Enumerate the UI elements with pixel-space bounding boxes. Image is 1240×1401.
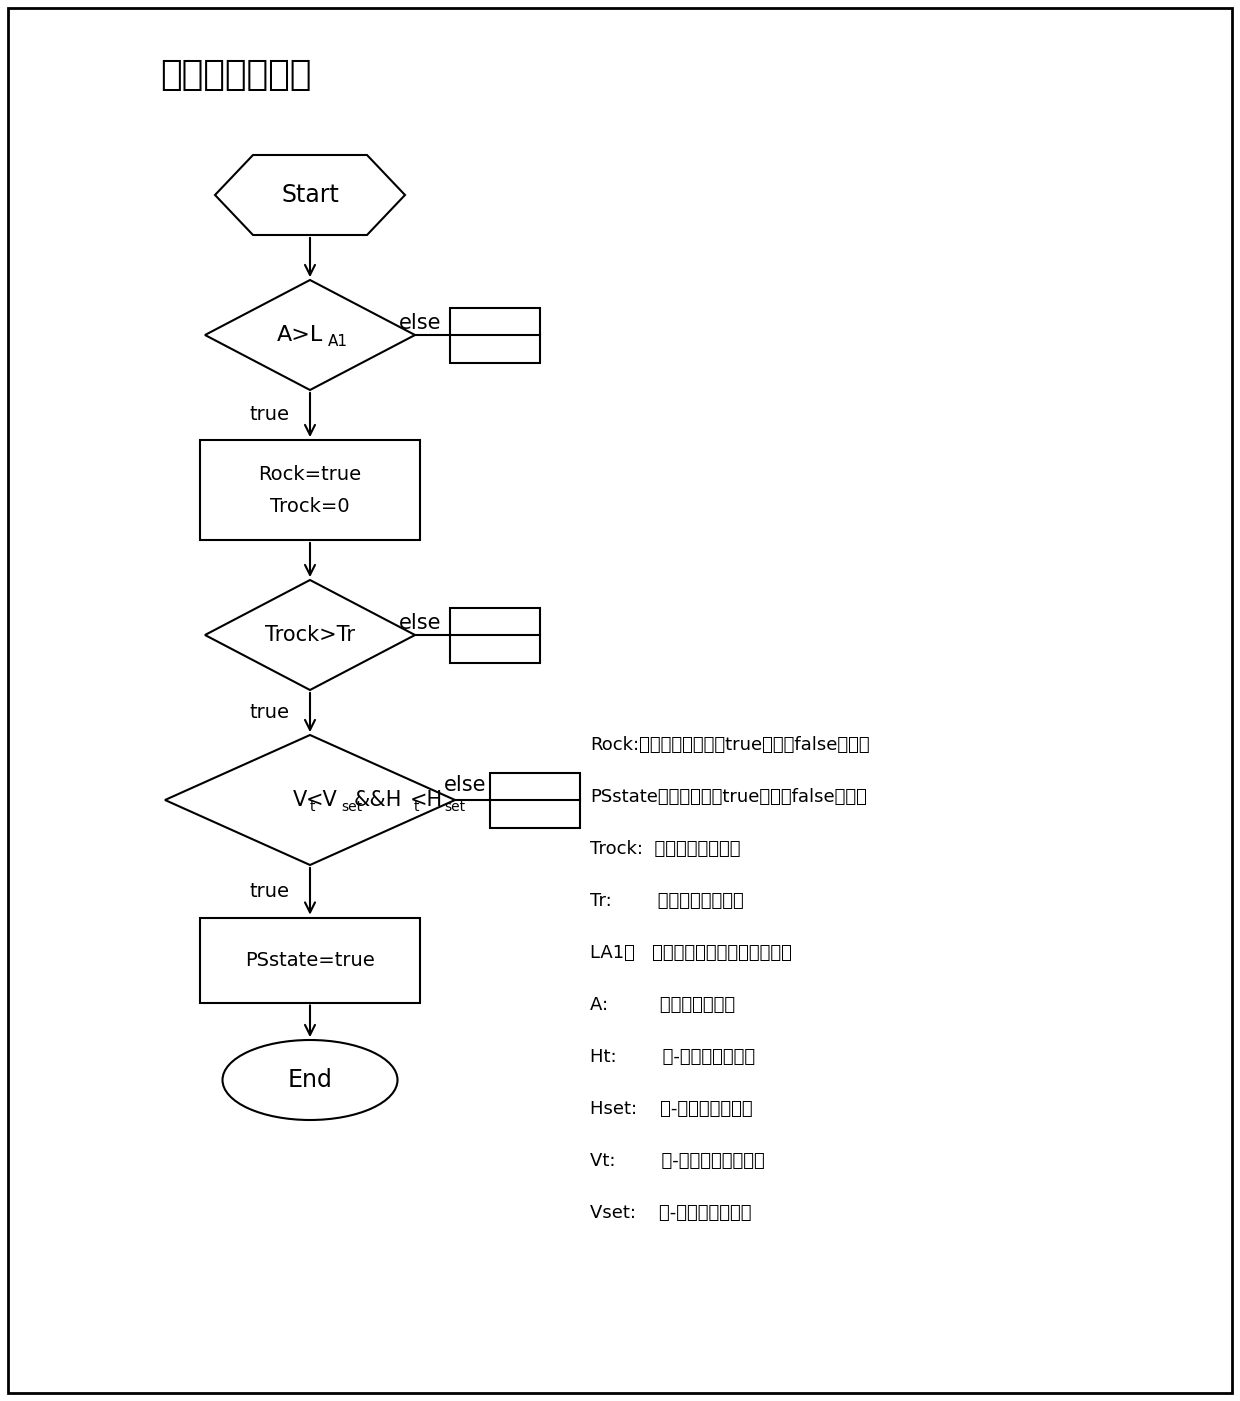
Text: true: true [250,881,290,901]
Text: Rock:火箭包工作状态，true工作，false不工作: Rock:火箭包工作状态，true工作，false不工作 [590,736,869,754]
Text: t: t [413,800,419,814]
Bar [490,772,580,828]
Text: Vset:    人-椅系统预设速度: Vset: 人-椅系统预设速度 [590,1203,751,1222]
Text: true: true [250,405,290,425]
Text: set: set [444,800,465,814]
Bar [200,918,420,1003]
Text: Hset:    人-椅系统预设高度: Hset: 人-椅系统预设高度 [590,1100,753,1118]
Text: set: set [341,800,362,814]
Text: else: else [399,614,441,633]
Text: Rock=true: Rock=true [258,465,362,483]
Text: true: true [250,703,290,722]
Polygon shape [215,156,405,235]
Polygon shape [165,736,455,864]
Text: Start: Start [281,184,339,207]
Bar [200,440,420,539]
Text: 火箭包控制逻辑: 火箭包控制逻辑 [160,57,311,92]
Text: End: End [288,1068,332,1091]
Text: A1: A1 [329,333,348,349]
Text: <H: <H [409,790,443,810]
Text: V: V [293,790,308,810]
Text: A:         火箭包天向分量: A: 火箭包天向分量 [590,996,735,1014]
Text: &&H: &&H [353,790,402,810]
Text: <V: <V [306,790,337,810]
Text: else: else [444,775,486,794]
Text: Ht:        人-椅系统实时高度: Ht: 人-椅系统实时高度 [590,1048,755,1066]
Bar [450,608,539,663]
Text: Trock=0: Trock=0 [270,496,350,516]
Text: Trock:  火箭包已工作时间: Trock: 火箭包已工作时间 [590,841,740,857]
Text: A>L: A>L [277,325,324,345]
Text: Tr:        火箭包总工作时间: Tr: 火箭包总工作时间 [590,892,744,911]
Polygon shape [205,280,415,389]
Bar [450,307,539,363]
Text: PSstate：射伞状态，true射伞，false不射伞: PSstate：射伞状态，true射伞，false不射伞 [590,787,867,806]
Polygon shape [205,580,415,691]
Text: else: else [399,312,441,333]
Text: t: t [309,800,315,814]
Text: Trock>Tr: Trock>Tr [265,625,355,644]
Ellipse shape [222,1040,398,1119]
Text: Vt:        人-椅系统实时合速度: Vt: 人-椅系统实时合速度 [590,1152,765,1170]
Text: PSstate=true: PSstate=true [246,950,374,969]
Text: LA1：   火箭包天向分量第一个临界值: LA1： 火箭包天向分量第一个临界值 [590,944,792,962]
